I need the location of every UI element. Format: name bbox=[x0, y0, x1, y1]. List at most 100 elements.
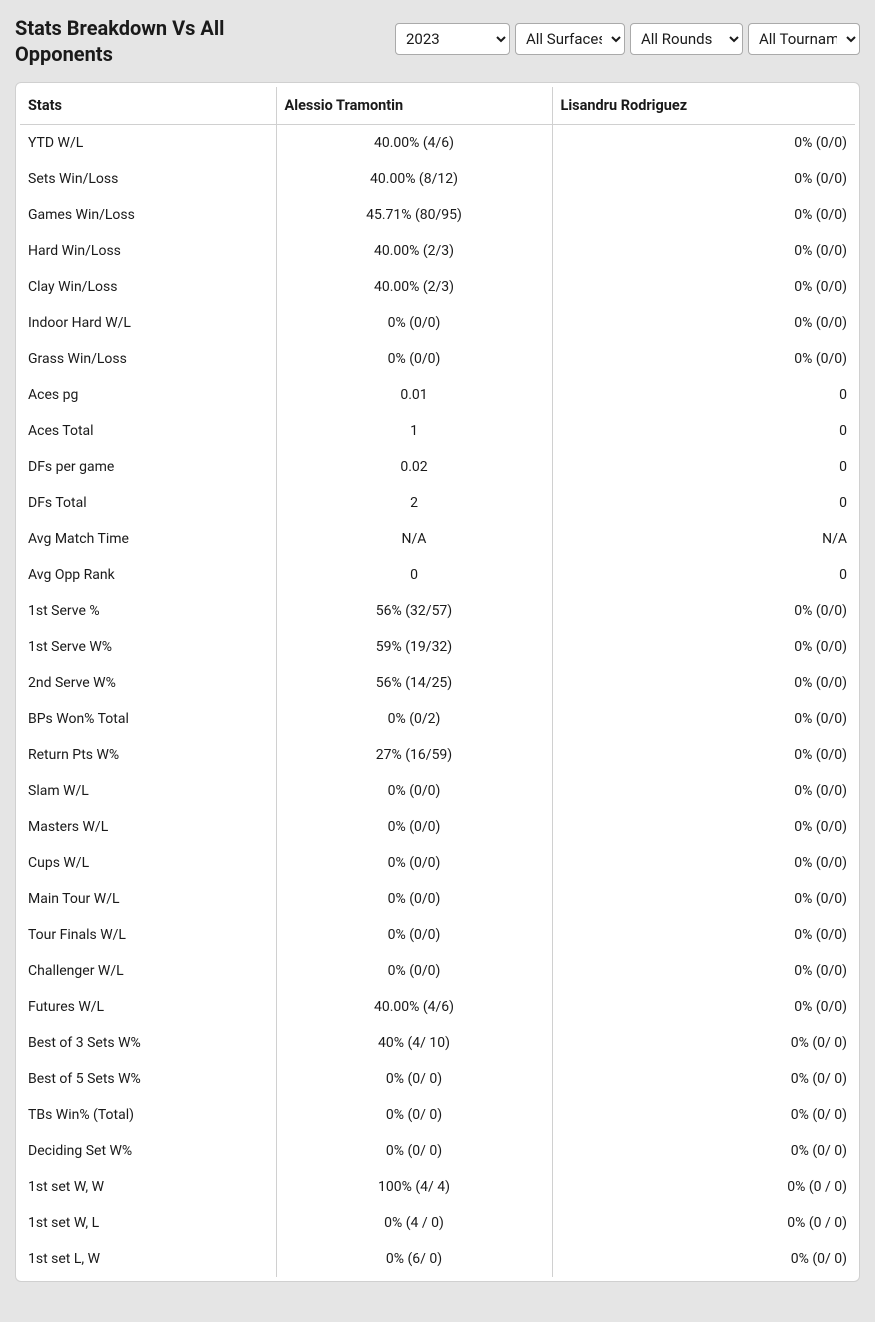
table-row: BPs Won% Total0% (0/2)0% (0/0) bbox=[20, 701, 855, 737]
table-row: 1st Serve W%59% (19/32)0% (0/0) bbox=[20, 629, 855, 665]
player2-value: 0% (0/ 0) bbox=[552, 1061, 855, 1097]
table-row: Hard Win/Loss40.00% (2/3)0% (0/0) bbox=[20, 233, 855, 269]
player1-value: 40% (4/ 10) bbox=[276, 1025, 552, 1061]
player1-value: 40.00% (2/3) bbox=[276, 233, 552, 269]
player1-value: 0% (6/ 0) bbox=[276, 1241, 552, 1277]
player2-value: 0% (0/0) bbox=[552, 629, 855, 665]
player2-value: 0% (0/ 0) bbox=[552, 1097, 855, 1133]
stat-name: DFs per game bbox=[20, 449, 276, 485]
player1-value: 0% (4 / 0) bbox=[276, 1205, 552, 1241]
player1-value: 40.00% (4/6) bbox=[276, 125, 552, 162]
stat-name: Best of 5 Sets W% bbox=[20, 1061, 276, 1097]
column-header-stats: Stats bbox=[20, 87, 276, 125]
table-row: DFs Total20 bbox=[20, 485, 855, 521]
player2-value: 0 bbox=[552, 557, 855, 593]
player1-value: 56% (14/25) bbox=[276, 665, 552, 701]
stat-name: Main Tour W/L bbox=[20, 881, 276, 917]
player1-value: 0% (0/0) bbox=[276, 809, 552, 845]
player2-value: 0% (0/0) bbox=[552, 809, 855, 845]
stat-name: BPs Won% Total bbox=[20, 701, 276, 737]
table-row: Indoor Hard W/L0% (0/0)0% (0/0) bbox=[20, 305, 855, 341]
player2-value: 0% (0/0) bbox=[552, 305, 855, 341]
table-row: Masters W/L0% (0/0)0% (0/0) bbox=[20, 809, 855, 845]
player1-value: 0% (0/ 0) bbox=[276, 1061, 552, 1097]
player2-value: 0 bbox=[552, 485, 855, 521]
table-row: Avg Match TimeN/AN/A bbox=[20, 521, 855, 557]
stat-name: Aces pg bbox=[20, 377, 276, 413]
player1-value: 0% (0/0) bbox=[276, 881, 552, 917]
player2-value: 0% (0 / 0) bbox=[552, 1205, 855, 1241]
player1-value: 2 bbox=[276, 485, 552, 521]
stat-name: Avg Match Time bbox=[20, 521, 276, 557]
player1-value: 0% (0/0) bbox=[276, 305, 552, 341]
player2-value: 0% (0/0) bbox=[552, 233, 855, 269]
player1-value: 0 bbox=[276, 557, 552, 593]
player1-value: 59% (19/32) bbox=[276, 629, 552, 665]
player1-value: 0% (0/2) bbox=[276, 701, 552, 737]
table-row: Sets Win/Loss40.00% (8/12)0% (0/0) bbox=[20, 161, 855, 197]
stat-name: Hard Win/Loss bbox=[20, 233, 276, 269]
filter-surface[interactable]: All Surfaces bbox=[515, 23, 625, 55]
table-row: Clay Win/Loss40.00% (2/3)0% (0/0) bbox=[20, 269, 855, 305]
player1-value: 56% (32/57) bbox=[276, 593, 552, 629]
player1-value: 1 bbox=[276, 413, 552, 449]
filter-round[interactable]: All Rounds bbox=[630, 23, 743, 55]
player2-value: 0% (0/0) bbox=[552, 953, 855, 989]
player2-value: 0% (0/0) bbox=[552, 737, 855, 773]
player2-value: 0% (0/0) bbox=[552, 341, 855, 377]
stat-name: Indoor Hard W/L bbox=[20, 305, 276, 341]
table-row: Best of 5 Sets W%0% (0/ 0)0% (0/ 0) bbox=[20, 1061, 855, 1097]
table-row: Aces pg0.010 bbox=[20, 377, 855, 413]
filter-bar: 2023 All Surfaces All Rounds All Tournam… bbox=[395, 23, 860, 55]
table-row: YTD W/L40.00% (4/6)0% (0/0) bbox=[20, 125, 855, 162]
table-row: Main Tour W/L0% (0/0)0% (0/0) bbox=[20, 881, 855, 917]
table-row: 1st set W, W100% (4/ 4)0% (0 / 0) bbox=[20, 1169, 855, 1205]
player1-value: 40.00% (4/6) bbox=[276, 989, 552, 1025]
table-row: Deciding Set W%0% (0/ 0)0% (0/ 0) bbox=[20, 1133, 855, 1169]
player2-value: 0% (0/ 0) bbox=[552, 1025, 855, 1061]
player2-value: 0% (0/ 0) bbox=[552, 1133, 855, 1169]
table-row: 1st Serve %56% (32/57)0% (0/0) bbox=[20, 593, 855, 629]
player1-value: 0% (0/0) bbox=[276, 953, 552, 989]
player2-value: 0% (0/0) bbox=[552, 881, 855, 917]
stat-name: 1st set W, L bbox=[20, 1205, 276, 1241]
table-row: 2nd Serve W%56% (14/25)0% (0/0) bbox=[20, 665, 855, 701]
stat-name: 1st Serve % bbox=[20, 593, 276, 629]
table-row: Cups W/L0% (0/0)0% (0/0) bbox=[20, 845, 855, 881]
stat-name: 1st set L, W bbox=[20, 1241, 276, 1277]
filter-tournament[interactable]: All Tournaments bbox=[748, 23, 860, 55]
table-row: Return Pts W%27% (16/59)0% (0/0) bbox=[20, 737, 855, 773]
stat-name: YTD W/L bbox=[20, 125, 276, 162]
stat-name: Grass Win/Loss bbox=[20, 341, 276, 377]
player2-value: 0% (0/0) bbox=[552, 269, 855, 305]
filter-year[interactable]: 2023 bbox=[395, 23, 510, 55]
stat-name: TBs Win% (Total) bbox=[20, 1097, 276, 1133]
table-row: Grass Win/Loss0% (0/0)0% (0/0) bbox=[20, 341, 855, 377]
table-row: 1st set W, L0% (4 / 0)0% (0 / 0) bbox=[20, 1205, 855, 1241]
stat-name: Masters W/L bbox=[20, 809, 276, 845]
table-row: TBs Win% (Total)0% (0/ 0)0% (0/ 0) bbox=[20, 1097, 855, 1133]
player2-value: 0 bbox=[552, 377, 855, 413]
stat-name: Best of 3 Sets W% bbox=[20, 1025, 276, 1061]
player2-value: 0% (0/0) bbox=[552, 161, 855, 197]
player2-value: 0% (0/0) bbox=[552, 701, 855, 737]
stat-name: 1st set W, W bbox=[20, 1169, 276, 1205]
player1-value: 0% (0/ 0) bbox=[276, 1133, 552, 1169]
stats-table-container: Stats Alessio Tramontin Lisandru Rodrigu… bbox=[15, 82, 860, 1282]
table-row: Slam W/L0% (0/0)0% (0/0) bbox=[20, 773, 855, 809]
player1-value: 0% (0/0) bbox=[276, 917, 552, 953]
player2-value: 0% (0 / 0) bbox=[552, 1169, 855, 1205]
player2-value: 0% (0/0) bbox=[552, 125, 855, 162]
stat-name: 2nd Serve W% bbox=[20, 665, 276, 701]
player1-value: 40.00% (2/3) bbox=[276, 269, 552, 305]
stat-name: Deciding Set W% bbox=[20, 1133, 276, 1169]
player1-value: 45.71% (80/95) bbox=[276, 197, 552, 233]
stat-name: Games Win/Loss bbox=[20, 197, 276, 233]
player1-value: 0.02 bbox=[276, 449, 552, 485]
table-row: Best of 3 Sets W%40% (4/ 10)0% (0/ 0) bbox=[20, 1025, 855, 1061]
stat-name: Slam W/L bbox=[20, 773, 276, 809]
player2-value: 0 bbox=[552, 413, 855, 449]
player1-value: 0% (0/ 0) bbox=[276, 1097, 552, 1133]
stat-name: Challenger W/L bbox=[20, 953, 276, 989]
stat-name: Futures W/L bbox=[20, 989, 276, 1025]
